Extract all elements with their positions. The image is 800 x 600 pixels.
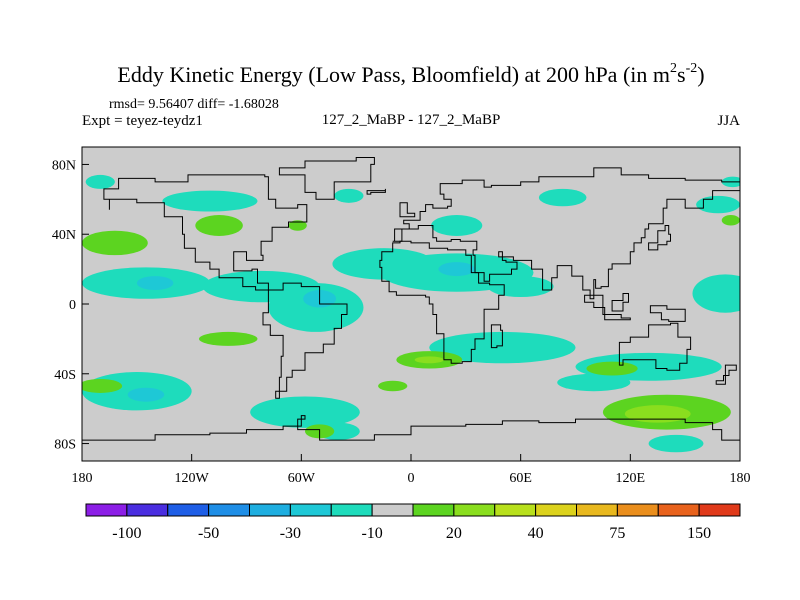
- x-axis: 180 120W 60W 0 60E 120E 180: [72, 454, 751, 486]
- coastline-eurasia: [392, 167, 740, 300]
- field-region-28: [721, 215, 740, 226]
- field-region-0: [162, 190, 258, 212]
- stats-label: rmsd= 9.56407 diff= -1.68028: [109, 97, 279, 112]
- field-region-27: [288, 220, 307, 231]
- field-region-16: [557, 373, 631, 392]
- coastline-australia: [618, 322, 692, 371]
- field-region-21: [136, 276, 174, 291]
- colorbar-swatch-13: [616, 503, 659, 517]
- colorbar-labels: -100 -50 -30 -10 20 40 75 150: [112, 525, 711, 542]
- colorbar-swatch-8: [412, 503, 455, 517]
- y-tick-label: 0: [69, 298, 76, 313]
- field-region-30: [82, 379, 123, 393]
- colorbar-swatch-9: [453, 503, 496, 517]
- field-region-37: [414, 356, 444, 364]
- x-tick-label: 180: [730, 471, 751, 486]
- field-region-24: [127, 387, 165, 402]
- coastline-africa: [379, 240, 505, 364]
- colorbar-label: 75: [609, 525, 625, 542]
- colorbar-label: -100: [112, 525, 141, 542]
- colorbar-swatch-7: [371, 503, 414, 517]
- coastline-madagascar: [490, 324, 503, 349]
- colorbar-swatch-0: [85, 503, 128, 517]
- field-regions: [82, 174, 740, 453]
- colorbar-label: 40: [528, 525, 544, 542]
- coastline-new-zealand: [715, 364, 737, 385]
- y-tick-label: 40N: [52, 228, 76, 243]
- colorbar-swatch-4: [249, 503, 291, 517]
- x-tick-label: 180: [72, 471, 93, 486]
- x-tick-label: 60W: [288, 471, 316, 486]
- field-region-14: [429, 331, 576, 364]
- x-tick-label: 60E: [509, 471, 532, 486]
- colorbar-swatch-6: [330, 503, 373, 517]
- colorbar-swatch-5: [289, 503, 332, 517]
- coastline-britain: [399, 202, 416, 218]
- coastline-new-guinea: [649, 305, 686, 322]
- x-tick-label: 120W: [175, 471, 210, 486]
- field-region-23: [438, 262, 475, 277]
- case-label: 127_2_MaBP - 127_2_MaBP: [322, 112, 501, 128]
- chart-title: Eddy Kinetic Energy (Low Pass, Bloomfiel…: [117, 61, 704, 87]
- coastline-south-america: [262, 282, 348, 399]
- colorbar-label: 20: [446, 525, 462, 542]
- x-tick-label: 120E: [616, 471, 646, 486]
- colorbar-swatch-2: [167, 503, 210, 517]
- colorbar-swatch-14: [657, 503, 700, 517]
- field-region-20: [648, 434, 704, 453]
- field-region-25: [82, 230, 148, 256]
- coastline-antarctica: [82, 415, 740, 461]
- colorbar-swatch-12: [576, 503, 618, 517]
- colorbar-label: -50: [198, 525, 219, 542]
- colorbar-swatch-10: [494, 503, 537, 517]
- expt-label: Expt = teyez-teydz1: [82, 113, 203, 129]
- field-region-1: [334, 188, 364, 203]
- field-region-32: [378, 380, 408, 392]
- coastline-japan: [648, 225, 671, 251]
- field-region-2: [431, 215, 483, 236]
- colorbar-label: 150: [687, 525, 711, 542]
- field-region-36: [624, 405, 691, 423]
- field-region-3: [538, 188, 587, 207]
- coastline-north-america: [103, 174, 308, 291]
- field-region-35: [586, 361, 638, 376]
- coastline-borneo: [611, 293, 629, 312]
- coastline-greenland: [278, 157, 375, 200]
- coastline-iceland: [366, 188, 386, 195]
- colorbar-swatch-15: [698, 503, 741, 517]
- coastlines: [82, 157, 740, 461]
- field-region-12: [487, 276, 554, 298]
- colorbar-swatch-1: [126, 503, 169, 517]
- colorbar-label: -30: [280, 525, 301, 542]
- season-label: JJA: [717, 113, 740, 129]
- field-region-13: [692, 274, 740, 313]
- y-axis: 80N 40N 0 40S 80S: [52, 158, 89, 453]
- field-region-9: [268, 283, 364, 332]
- colorbar-swatch-3: [208, 503, 250, 517]
- colorbar-label: -10: [361, 525, 382, 542]
- field-region-4: [696, 195, 740, 214]
- y-tick-label: 80N: [52, 158, 76, 173]
- colorbar-swatch-11: [535, 503, 577, 517]
- field-region-26: [195, 215, 243, 236]
- coastline-indonesia: [584, 294, 631, 321]
- colorbar: [85, 503, 741, 517]
- field-region-18: [250, 396, 360, 428]
- field-region-29: [198, 331, 258, 346]
- y-tick-label: 40S: [54, 368, 76, 383]
- field-region-5: [85, 174, 115, 189]
- x-tick-label: 0: [408, 471, 415, 486]
- y-tick-label: 80S: [54, 438, 76, 453]
